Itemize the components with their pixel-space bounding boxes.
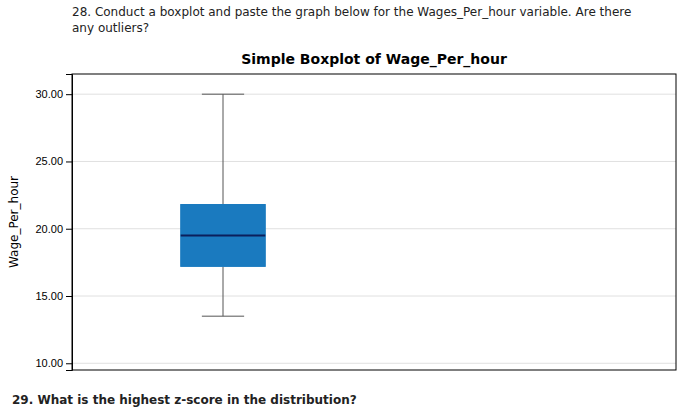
tick-label: 25.00	[35, 155, 63, 167]
tick: 30.00	[35, 88, 72, 100]
grid	[72, 94, 676, 363]
axis-domain	[66, 75, 73, 371]
annotation: any outliers?	[72, 21, 149, 35]
grid-line	[72, 296, 676, 297]
whisker-high	[223, 94, 224, 204]
plot-frame	[72, 74, 676, 370]
annotation: 29. What is the highest z-score in the d…	[12, 393, 357, 407]
cap-high	[202, 94, 244, 95]
tick: 10.00	[35, 357, 72, 369]
plot: 10.00 15.00 20.00 25.00 30.00	[35, 74, 676, 371]
y-axis: 10.00 15.00 20.00 25.00 30.00	[35, 75, 72, 371]
tick-mark	[66, 94, 72, 95]
tick-label: 20.00	[35, 223, 63, 235]
y-axis-title: Wage_Per_hour	[7, 176, 21, 268]
title: Simple Boxplot of Wage_Per_hour	[241, 51, 507, 68]
tick-mark	[66, 296, 72, 297]
tick-label: 10.00	[35, 357, 63, 369]
grid-line	[72, 161, 676, 162]
tick: 15.00	[35, 290, 72, 302]
whisker-low	[223, 266, 224, 316]
tick-mark	[66, 229, 72, 230]
grid-line	[72, 94, 676, 95]
chart: 28. Conduct a boxplot and paste the grap…	[0, 0, 700, 416]
tick-mark	[66, 363, 72, 364]
tick: 20.00	[35, 223, 72, 235]
tick: 25.00	[35, 155, 72, 167]
grid-line	[72, 228, 676, 229]
tick-label: 15.00	[35, 290, 63, 302]
tick-mark	[66, 161, 72, 162]
marks	[181, 94, 266, 316]
median	[181, 234, 266, 236]
grid-line	[72, 363, 676, 364]
tick-label: 30.00	[35, 88, 63, 100]
cap-low	[202, 316, 244, 317]
box	[181, 205, 266, 267]
annotation: 28. Conduct a boxplot and paste the grap…	[72, 5, 631, 19]
